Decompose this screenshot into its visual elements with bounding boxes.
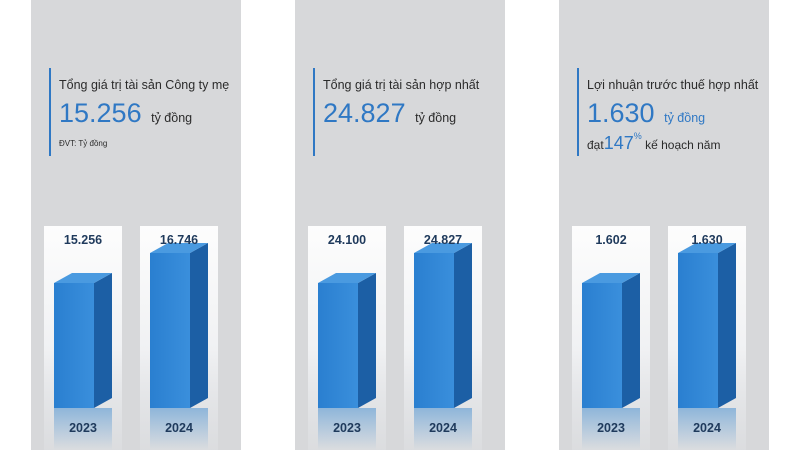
plan-suffix: kế hoạch năm (645, 138, 721, 152)
x-tick-label: 2023 (69, 421, 97, 435)
bar-reflection (414, 408, 472, 450)
bar-top (54, 273, 112, 283)
bar-reflection (582, 408, 640, 450)
bar-side (622, 273, 640, 408)
bar-side (358, 273, 376, 408)
panel-header: Lợi nhuận trước thuế hợp nhất 1.630 tỷ đ… (577, 68, 758, 156)
bar-side (454, 243, 472, 408)
headline-unit: tỷ đồng (664, 111, 706, 125)
bar (318, 283, 358, 408)
bar-value-label: 1.602 (595, 233, 626, 247)
plan-prefix: đạt (587, 138, 604, 152)
bar-top (318, 273, 376, 283)
bar-top (678, 243, 736, 253)
bar-top (414, 243, 472, 253)
plan-percent-sign: % (633, 131, 642, 141)
bar-top (582, 273, 640, 283)
x-tick-label: 2024 (693, 421, 721, 435)
plan-percent: 147 (603, 133, 634, 153)
unit-note: ĐVT: Tỷ đồng (59, 139, 108, 148)
x-tick-label: 2023 (333, 421, 361, 435)
bar-reflection (54, 408, 112, 450)
headline-value: 15.256 (59, 98, 142, 128)
bar-reflection (678, 408, 736, 450)
headline-unit: tỷ đồng (415, 111, 457, 125)
bar (582, 283, 622, 408)
bar-value-label: 15.256 (64, 233, 102, 247)
panel-header: Tổng giá trị tài sản hợp nhất 24.827 tỷ … (313, 68, 479, 156)
plan-achievement: đạt147% kế hoạch năm (587, 131, 758, 154)
bar-side (94, 273, 112, 408)
bar (150, 253, 190, 408)
headline-value-row: 15.256 tỷ đồng (59, 98, 229, 129)
panel-title: Tổng giá trị tài sản Công ty mẹ (59, 78, 230, 92)
bar (414, 253, 454, 408)
headline-value-row: 1.630 tỷ đồng (587, 98, 758, 129)
headline-value: 24.827 (323, 98, 406, 128)
bar-value-label: 1.630 (691, 233, 722, 247)
panel-header: Tổng giá trị tài sản Công ty mẹ 15.256 t… (49, 68, 229, 156)
headline-unit: tỷ đồng (151, 111, 193, 125)
bar-side (190, 243, 208, 408)
headline-value-row: 24.827 tỷ đồng (323, 98, 479, 129)
bar-value-label: 16.746 (160, 233, 198, 247)
bar-reflection (150, 408, 208, 450)
bar-top (150, 243, 208, 253)
x-tick-label: 2024 (429, 421, 457, 435)
bar-reflection (318, 408, 376, 450)
headline-value: 1.630 (587, 98, 655, 128)
bar-value-label: 24.827 (424, 233, 462, 247)
bar-side (718, 243, 736, 408)
panel-title: Tổng giá trị tài sản hợp nhất (323, 78, 480, 92)
x-tick-label: 2024 (165, 421, 193, 435)
bar (54, 283, 94, 408)
panel-title: Lợi nhuận trước thuế hợp nhất (587, 78, 759, 92)
bar (678, 253, 718, 408)
bar-value-label: 24.100 (328, 233, 366, 247)
x-tick-label: 2023 (597, 421, 625, 435)
